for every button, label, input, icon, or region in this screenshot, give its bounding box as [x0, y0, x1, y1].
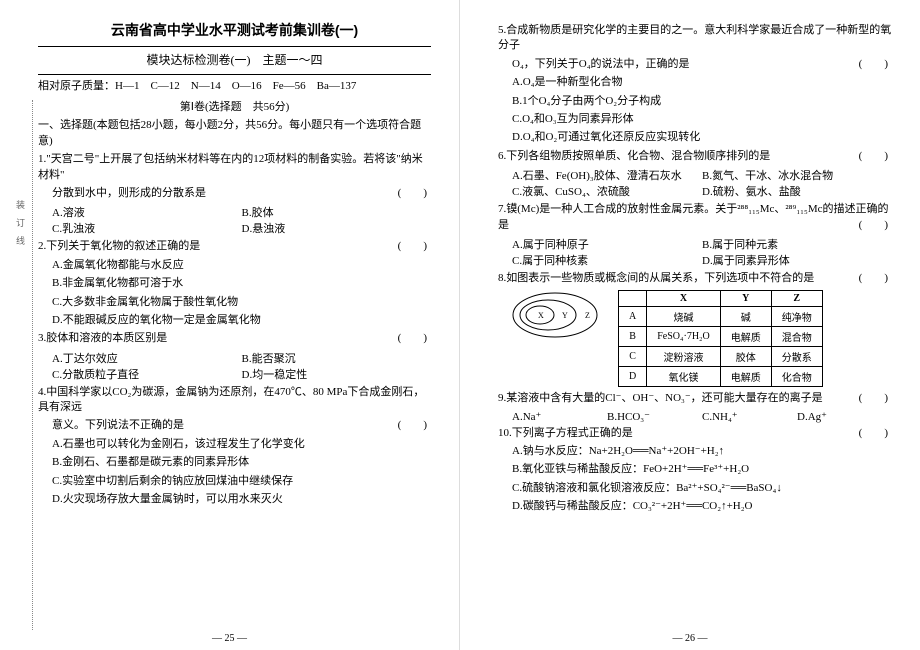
page-left: 装 订 线 云南省高中学业水平测试考前集训卷(一) 模块达标检测卷(一) 主题一…	[0, 0, 460, 650]
q5-cont: O₄，下列关于O₄的说法中，正确的是( )	[512, 57, 892, 72]
svg-text:Y: Y	[562, 311, 568, 320]
opt: D.属于同素异形体	[702, 252, 892, 268]
q3-options: A.丁达尔效应 B.能否聚沉 C.分散质粒子直径 D.均一稳定性	[52, 350, 431, 382]
opt: A.丁达尔效应	[52, 350, 242, 366]
answer-blank: ( )	[859, 271, 888, 286]
rule	[38, 74, 431, 75]
opt: B.氮气、干冰、冰水混合物	[702, 167, 892, 183]
opt: A.属于同种原子	[512, 236, 702, 252]
opt: B.属于同种元素	[702, 236, 892, 252]
venn-diagram: X Y Z	[510, 290, 600, 340]
page-number-left: — 25 —	[0, 633, 459, 644]
q9-options: A.Na⁺ B.HCO₃⁻ C.NH₄⁺ D.Ag⁺	[512, 410, 892, 423]
opt: C.乳浊液	[52, 220, 242, 236]
q7-options: A.属于同种原子 B.属于同种元素 C.属于同种核素 D.属于同素异形体	[512, 236, 892, 268]
opt: B.HCO₃⁻	[607, 410, 702, 423]
answer-blank: ( )	[398, 331, 427, 346]
opt: C.硫酸钠溶液和氯化钡溶液反应：Ba²⁺+SO₄²⁻══BaSO₄↓	[512, 481, 892, 496]
opt: C.NH₄⁺	[702, 410, 797, 423]
opt: B.氧化亚铁与稀盐酸反应：FeO+2H⁺══Fe³⁺+H₂O	[512, 462, 892, 477]
table-row: D氧化镁电解质化合物	[619, 367, 823, 387]
q10: 10.下列离子方程式正确的是( )	[498, 426, 892, 441]
opt: B.能否聚沉	[242, 350, 432, 366]
cut-line	[32, 100, 33, 630]
opt: B.非金属氧化物都可溶于水	[52, 276, 431, 291]
opt: B.胶体	[242, 204, 432, 220]
opt: B.1个O₄分子由两个O₂分子构成	[512, 94, 892, 109]
opt: B.金刚石、石墨都是碳元素的同素异形体	[52, 455, 431, 470]
q9: 9.某溶液中含有大量的Cl⁻、OH⁻、NO₃⁻，还可能大量存在的离子是( )	[498, 391, 892, 406]
opt: A.石墨、Fe(OH)₃胶体、澄清石灰水	[512, 167, 702, 183]
table-row: C淀粉溶液胶体分散系	[619, 347, 823, 367]
answer-blank: ( )	[398, 186, 427, 201]
rule	[38, 46, 431, 47]
answer-blank: ( )	[859, 391, 888, 406]
svg-text:Z: Z	[585, 311, 590, 320]
answer-blank: ( )	[859, 218, 888, 233]
opt: D.悬浊液	[242, 220, 432, 236]
binding-label: 装 订 线	[14, 200, 27, 245]
opt: A.Na⁺	[512, 410, 607, 423]
opt: D.不能跟碱反应的氧化物一定是金属氧化物	[52, 313, 431, 328]
opt: D.Ag⁺	[797, 410, 892, 423]
opt: C.大多数非金属氧化物属于酸性氧化物	[52, 295, 431, 310]
table-row: BFeSO₄·7H₂O电解质混合物	[619, 327, 823, 347]
svg-text:X: X	[538, 311, 544, 320]
q7: 7.镆(Mc)是一种人工合成的放射性金属元素。关于²⁸⁸₁₁₅Mc、²⁸⁹₁₁₅…	[498, 202, 892, 233]
exam-title: 云南省高中学业水平测试考前集训卷(一)	[38, 20, 431, 40]
page-right: 5.合成新物质是研究化学的主要目的之一。意大利科学家最近合成了一种新型的氧分子 …	[460, 0, 920, 650]
opt: C.O₄和O₃互为同素异形体	[512, 112, 892, 127]
q8-table: X Y Z A烧碱碱纯净物 BFeSO₄·7H₂O电解质混合物 C淀粉溶液胶体分…	[618, 290, 823, 387]
cell: X	[647, 291, 721, 307]
table-row: A烧碱碱纯净物	[619, 307, 823, 327]
opt: A.石墨也可以转化为金刚石，该过程发生了化学变化	[52, 437, 431, 452]
q5: 5.合成新物质是研究化学的主要目的之一。意大利科学家最近合成了一种新型的氧分子	[498, 23, 892, 54]
opt: C.液氯、CuSO₄、浓硫酸	[512, 183, 702, 199]
atomic-masses: 相对原子质量：H—1 C—12 N—14 O—16 Fe—56 Ba—137	[38, 79, 431, 94]
q1-cont: 分散到水中，则形成的分散系是( )	[52, 186, 431, 201]
opt: C.实验室中切割后剩余的钠应放回煤油中继续保存	[52, 474, 431, 489]
spread: 装 订 线 云南省高中学业水平测试考前集训卷(一) 模块达标检测卷(一) 主题一…	[0, 0, 920, 650]
opt: D.O₄和O₂可通过氧化还原反应实现转化	[512, 130, 892, 145]
opt: D.火灾现场存放大量金属钠时，可以用水来灭火	[52, 492, 431, 507]
part1-heading: 第Ⅰ卷(选择题 共56分)	[38, 98, 431, 114]
page-number-right: — 26 —	[460, 633, 920, 644]
answer-blank: ( )	[859, 426, 888, 441]
opt: C.分散质粒子直径	[52, 366, 242, 382]
cell: Y	[720, 291, 771, 307]
answer-blank: ( )	[859, 149, 888, 164]
answer-blank: ( )	[398, 239, 427, 254]
answer-blank: ( )	[398, 418, 427, 433]
opt: A.钠与水反应：Na+2H₂O══Na⁺+2OH⁻+H₂↑	[512, 444, 892, 459]
opt: A.金属氧化物都能与水反应	[52, 258, 431, 273]
answer-blank: ( )	[859, 57, 888, 72]
q6: 6.下列各组物质按照单质、化合物、混合物顺序排列的是( )	[498, 149, 892, 164]
q1-options: A.溶液 B.胶体 C.乳浊液 D.悬浊液	[52, 204, 431, 236]
opt: A.O₄是一种新型化合物	[512, 75, 892, 90]
q3: 3.胶体和溶液的本质区别是( )	[38, 331, 431, 346]
q6-options: A.石墨、Fe(OH)₃胶体、澄清石灰水 B.氮气、干冰、冰水混合物 C.液氯、…	[512, 167, 892, 199]
opt: D.均一稳定性	[242, 366, 432, 382]
cell	[619, 291, 647, 307]
opt: C.属于同种核素	[512, 252, 702, 268]
q4-cont: 意义。下列说法不正确的是( )	[52, 418, 431, 433]
section-instruction: 一、选择题(本题包括28小题，每小题2分，共56分。每小题只有一个选项符合题意)	[38, 118, 431, 149]
q1: 1."天宫二号"上开展了包括纳米材料等在内的12项材料的制备实验。若将该"纳米材…	[38, 152, 431, 183]
opt: D.碳酸钙与稀盐酸反应：CO₃²⁻+2H⁺══CO₂↑+H₂O	[512, 499, 892, 514]
q4: 4.中国科学家以CO₂为碳源，金属钠为还原剂，在470℃、80 MPa下合成金刚…	[38, 385, 431, 416]
table-row: X Y Z	[619, 291, 823, 307]
exam-subtitle: 模块达标检测卷(一) 主题一～四	[38, 51, 431, 68]
q1-text: 1."天宫二号"上开展了包括纳米材料等在内的12项材料的制备实验。若将该"纳米材…	[38, 153, 423, 180]
opt: A.溶液	[52, 204, 242, 220]
q8: 8.如图表示一些物质或概念间的从属关系，下列选项中不符合的是( )	[498, 271, 892, 286]
cell: Z	[771, 291, 822, 307]
q2: 2.下列关于氧化物的叙述正确的是( )	[38, 239, 431, 254]
opt: D.硫粉、氨水、盐酸	[702, 183, 892, 199]
